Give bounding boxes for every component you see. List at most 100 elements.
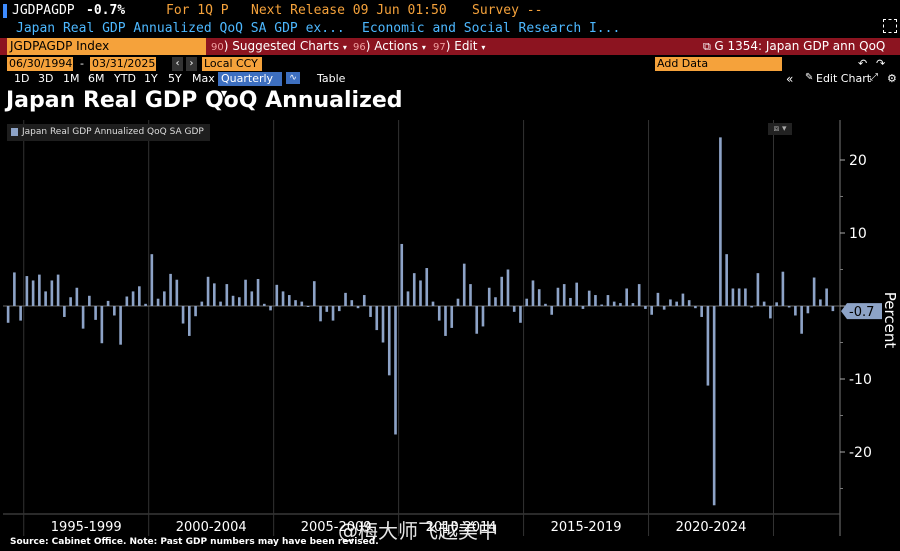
data-bar[interactable] [188,306,191,336]
data-bar[interactable] [375,306,379,331]
source-organization[interactable]: Economic and Social Research I... [362,21,621,36]
data-bar[interactable] [394,306,397,435]
data-bar[interactable] [81,306,85,329]
data-bar[interactable] [319,306,322,322]
data-bar[interactable] [287,295,291,306]
data-bar[interactable] [131,291,135,306]
data-bar[interactable] [525,298,529,306]
data-bar[interactable] [544,303,547,306]
data-bar[interactable] [344,292,347,306]
data-bar[interactable] [581,306,585,309]
data-bar[interactable] [762,301,766,306]
actions-menu[interactable]: 96) Actions ▾ [353,38,426,55]
data-bar[interactable] [694,306,697,309]
data-bar[interactable] [769,306,772,319]
data-bar[interactable] [156,298,160,306]
data-bar[interactable] [750,306,753,308]
data-bar[interactable] [406,291,410,306]
data-bar[interactable] [644,306,647,309]
edit-chart-button[interactable]: Edit Chart [816,72,872,85]
data-bar[interactable] [456,298,460,306]
data-bar[interactable] [19,306,22,321]
data-bar[interactable] [462,263,466,306]
data-bar[interactable] [25,276,29,306]
data-bar[interactable] [144,303,147,306]
data-bar[interactable] [744,288,747,306]
gear-icon[interactable]: ⚙ [887,72,897,85]
data-bar[interactable] [125,296,129,306]
period-1m[interactable]: 1M [63,72,80,85]
data-bar[interactable] [437,306,441,321]
data-bar[interactable] [163,291,166,306]
security-description[interactable]: Japan Real GDP Annualized QoQ SA GDP ex.… [16,21,345,36]
security-field[interactable]: JGDPAGDP Index [7,38,206,55]
data-bar[interactable] [356,306,360,309]
data-bar[interactable] [537,289,541,306]
data-bar[interactable] [138,286,141,306]
line-chart-icon[interactable]: ∿ [286,72,300,84]
data-bar[interactable] [337,306,341,312]
data-bar[interactable] [300,301,304,306]
currency-select[interactable]: Local CCY [202,57,262,71]
data-bar[interactable] [269,306,272,311]
data-bar[interactable] [662,306,666,310]
data-bar[interactable] [219,301,222,306]
data-bar[interactable] [700,306,703,317]
add-data-input[interactable]: Add Data [655,57,782,71]
data-bar[interactable] [206,276,210,306]
data-bar[interactable] [675,301,678,306]
data-bar[interactable] [44,291,47,306]
data-bar[interactable] [781,271,785,306]
data-bar[interactable] [737,288,741,306]
data-bar[interactable] [387,306,391,376]
data-bar[interactable] [475,306,479,334]
data-bar[interactable] [575,282,579,306]
data-bar[interactable] [687,300,691,306]
data-bar[interactable] [119,306,122,345]
data-bar[interactable] [244,279,247,306]
data-bar[interactable] [794,306,797,316]
data-bar[interactable] [550,306,554,315]
data-bar[interactable] [31,280,35,306]
data-bar[interactable] [306,306,310,307]
data-bar[interactable] [612,301,616,306]
data-bar[interactable] [412,273,416,306]
data-bar[interactable] [231,295,235,306]
data-bar[interactable] [669,299,672,306]
end-date-input[interactable]: 03/31/2025 [90,57,156,71]
data-bar[interactable] [6,306,10,323]
data-bar[interactable] [587,290,591,306]
data-bar[interactable] [431,301,435,306]
data-bar[interactable] [444,306,447,336]
data-bar[interactable] [631,303,635,306]
data-bar[interactable] [362,295,366,306]
data-bar[interactable] [256,278,260,306]
data-bar[interactable] [606,295,610,306]
data-bar[interactable] [369,306,372,317]
data-bar[interactable] [556,287,560,306]
period-max[interactable]: Max [192,72,215,85]
table-button[interactable]: Table [317,72,346,85]
data-bar[interactable] [200,301,204,306]
data-bar[interactable] [50,280,54,306]
data-bar[interactable] [506,269,510,307]
next-period-button[interactable]: › [186,57,197,71]
data-bar[interactable] [212,283,216,306]
data-bar[interactable] [756,273,760,306]
data-bar[interactable] [294,300,297,306]
data-bar[interactable] [175,279,179,306]
data-bar[interactable] [381,306,385,343]
data-bar[interactable] [75,287,79,306]
data-bar[interactable] [831,306,835,312]
data-bar[interactable] [731,288,735,306]
data-bar[interactable] [88,295,91,306]
data-bar[interactable] [63,306,66,317]
data-bar[interactable] [800,306,803,334]
suggested-charts-menu[interactable]: 90) Suggested Charts ▾ [211,38,347,55]
data-bar[interactable] [150,254,154,306]
data-bar[interactable] [637,284,641,306]
data-bar[interactable] [94,306,97,320]
data-bar[interactable] [725,254,728,306]
collapse-icon[interactable]: « [786,72,794,86]
data-bar[interactable] [494,297,497,306]
